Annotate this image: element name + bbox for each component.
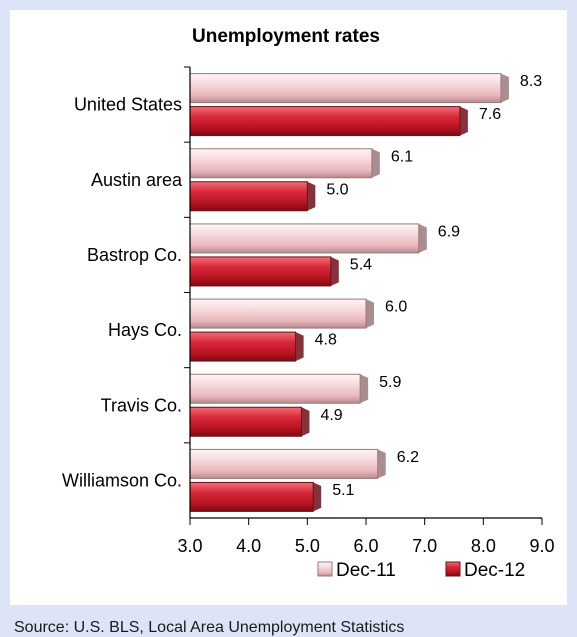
category-label-austin-area: Austin area <box>91 170 183 190</box>
bar-hays-co-dec-12 <box>189 331 297 362</box>
legend-label-dec-12: Dec-12 <box>464 560 525 581</box>
bar-cap-united-states-dec-11 <box>500 73 509 103</box>
bar-williamson-co-dec-11 <box>189 448 379 479</box>
data-label-travis-co-dec-12: 4.9 <box>320 407 342 424</box>
bar-cap-united-states-dec-12 <box>459 106 468 136</box>
bar-cap-travis-co-dec-12 <box>301 407 310 437</box>
category-label-united-states: United States <box>74 95 182 115</box>
bar-cap-bastrop-co-dec-12 <box>330 256 339 286</box>
data-label-austin-area-dec-11: 6.1 <box>391 148 413 165</box>
x-tick-label: 8.0 <box>471 536 496 556</box>
bar-united-states-dec-11 <box>189 73 502 104</box>
data-label-williamson-co-dec-12: 5.1 <box>332 482 354 499</box>
bar-cap-bastrop-co-dec-11 <box>418 223 427 253</box>
data-label-williamson-co-dec-11: 6.2 <box>397 449 419 466</box>
source-note: Source: U.S. BLS, Local Area Unemploymen… <box>14 619 405 636</box>
bar-hays-co-dec-11 <box>189 298 367 329</box>
x-tick-label: 5.0 <box>295 536 320 556</box>
bar-united-states-dec-12 <box>189 106 461 137</box>
data-label-hays-co-dec-12: 4.8 <box>315 332 337 349</box>
bar-austin-area-dec-12 <box>189 181 308 212</box>
data-label-bastrop-co-dec-12: 5.4 <box>350 256 372 273</box>
data-label-austin-area-dec-12: 5.0 <box>326 181 348 198</box>
x-tick-label: 6.0 <box>353 536 378 556</box>
bar-cap-austin-area-dec-11 <box>371 148 380 178</box>
bar-williamson-co-dec-12 <box>189 481 314 512</box>
data-label-united-states-dec-11: 8.3 <box>520 73 542 90</box>
data-label-bastrop-co-dec-11: 6.9 <box>438 223 460 240</box>
category-label-hays-co: Hays Co. <box>108 320 182 340</box>
bar-austin-area-dec-11 <box>189 148 373 179</box>
category-label-bastrop-co: Bastrop Co. <box>87 245 182 265</box>
legend-swatch-dec-12 <box>445 561 461 577</box>
data-label-hays-co-dec-11: 6.0 <box>385 299 407 316</box>
data-label-travis-co-dec-11: 5.9 <box>379 374 401 391</box>
chart-title: Unemployment rates <box>192 26 380 47</box>
category-label-travis-co: Travis Co. <box>101 395 182 415</box>
bar-cap-austin-area-dec-12 <box>307 181 316 211</box>
x-tick-label: 4.0 <box>236 536 261 556</box>
chart-panel: Unemployment rates United States 8.3 7.6 Au… <box>10 10 567 636</box>
unemployment-bar-chart: Unemployment rates United States 8.3 7.6 Au… <box>62 26 555 581</box>
bar-bastrop-co-dec-12 <box>189 256 332 287</box>
category-label-williamson-co: Williamson Co. <box>62 470 182 490</box>
x-tick-label: 3.0 <box>177 536 202 556</box>
data-label-united-states-dec-12: 7.6 <box>479 106 501 123</box>
bar-cap-travis-co-dec-11 <box>360 374 369 404</box>
bar-bastrop-co-dec-11 <box>189 223 420 254</box>
x-tick-label: 9.0 <box>529 536 554 556</box>
legend-label-dec-11: Dec-11 <box>336 560 396 581</box>
bar-travis-co-dec-12 <box>189 406 302 437</box>
bar-cap-hays-co-dec-12 <box>295 332 304 362</box>
bar-cap-williamson-co-dec-11 <box>377 449 386 479</box>
legend-swatch-dec-11 <box>317 561 333 577</box>
bar-cap-williamson-co-dec-12 <box>313 482 322 512</box>
bar-travis-co-dec-11 <box>189 373 361 404</box>
bar-cap-hays-co-dec-11 <box>366 299 374 329</box>
x-tick-label: 7.0 <box>412 536 437 556</box>
